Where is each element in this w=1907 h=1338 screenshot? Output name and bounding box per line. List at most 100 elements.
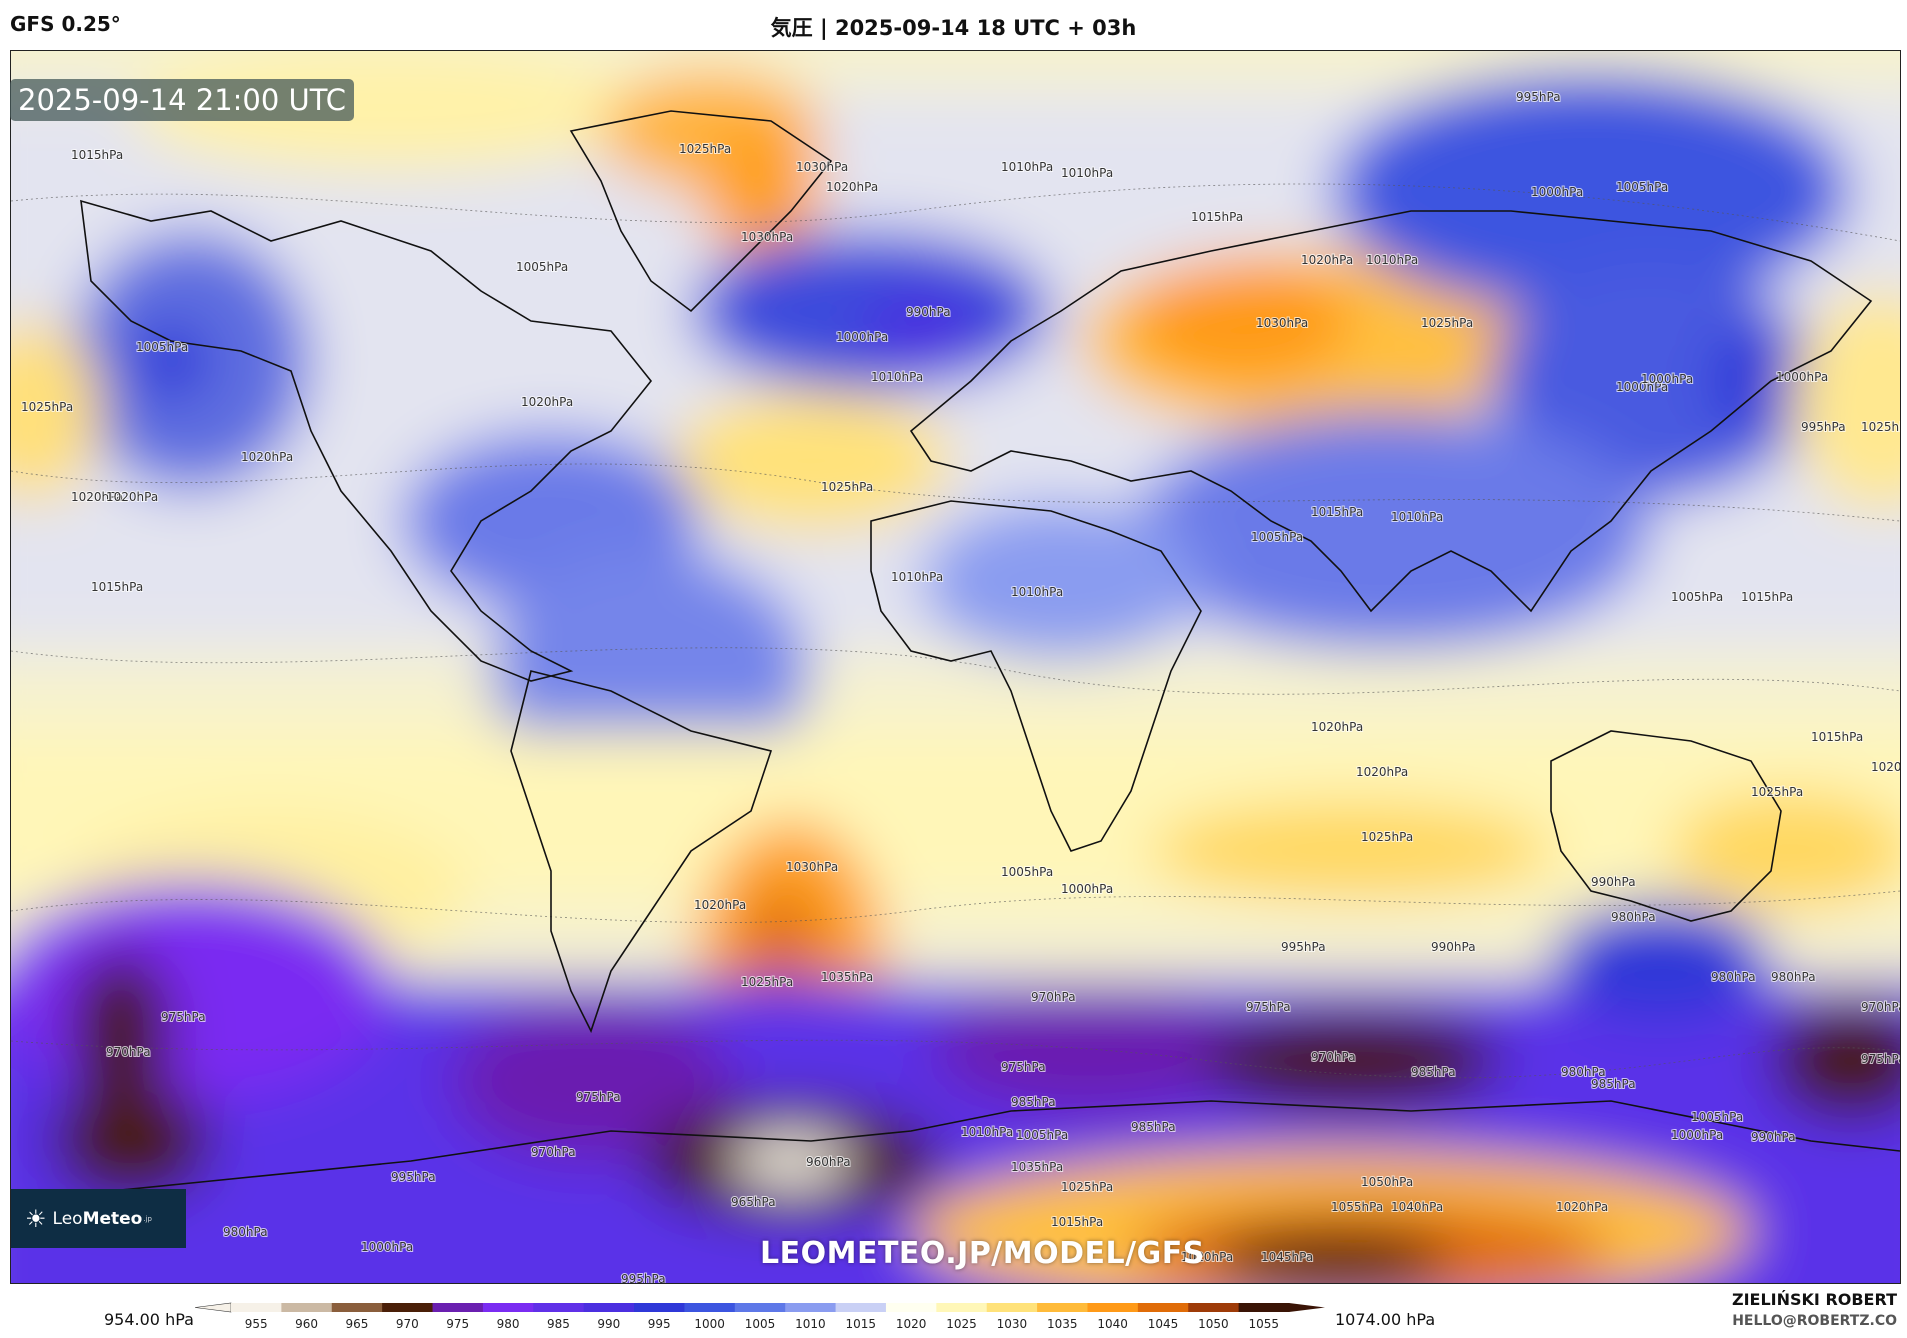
pressure-label: 990hPa (1431, 940, 1476, 954)
pressure-label: 1025hPa (1861, 420, 1900, 434)
pressure-label: 1040hPa (1391, 1200, 1443, 1214)
colorbar-low-arrow (195, 1302, 232, 1313)
colorbar-segment (634, 1303, 685, 1312)
pressure-label: 1010hPa (961, 1125, 1013, 1139)
sun-icon: ☀ (25, 1204, 47, 1233)
pressure-label: 970hPa (1311, 1050, 1356, 1064)
pressure-label: 1005hPa (1251, 530, 1303, 544)
pressure-label: 1000hPa (1641, 372, 1693, 386)
pressure-label: 995hPa (1516, 90, 1561, 104)
colorbar-tick-label: 1020 (896, 1317, 927, 1331)
pressure-label: 1055hPa (1331, 1200, 1383, 1214)
colorbar-tick-label: 985 (547, 1317, 570, 1331)
pressure-label: 1015hPa (1741, 590, 1793, 604)
pressure-label: 990hPa (1591, 875, 1636, 889)
colorbar-tick-label: 960 (295, 1317, 318, 1331)
isobar-lines (11, 183, 1900, 1079)
colorbar-segment (785, 1303, 837, 1312)
colorbar-segment (684, 1303, 736, 1312)
pressure-labels: 1015hPa 1025hPa 1030hPa 1020hPa 1030hPa 1010h… (20, 89, 1900, 1283)
pressure-label: 1005hPa (136, 340, 188, 354)
pressure-label: 975hPa (1246, 1000, 1291, 1014)
colorbar-segment (382, 1303, 434, 1312)
pressure-label: 1000hPa (1061, 882, 1113, 896)
colorbar-segment (986, 1303, 1038, 1312)
pressure-label: 1010hPa (1391, 510, 1443, 524)
pressure-label: 975hPa (1861, 1052, 1900, 1066)
pressure-label: 985hPa (1411, 1065, 1456, 1079)
pressure-label: 980hPa (1711, 970, 1756, 984)
pressure-label: 1020hPa (241, 450, 293, 464)
pressure-label: 1020hPa (1311, 720, 1363, 734)
pressure-map[interactable]: 1015hPa 1025hPa 1030hPa 1020hPa 1030hPa 1010h… (10, 50, 1901, 1284)
pressure-label: 970hPa (1031, 990, 1076, 1004)
pressure-label: 1010hPa (871, 370, 923, 384)
colorbar-segment (885, 1303, 937, 1312)
colorbar-segment (1188, 1303, 1240, 1312)
pressure-label: 985hPa (1591, 1077, 1636, 1091)
pressure-label: 975hPa (161, 1010, 206, 1024)
valid-time-badge: 2025-09-14 21:00 UTC (10, 79, 355, 121)
model-name: GFS 0.25° (10, 12, 121, 36)
pressure-label: 1020hPa (71, 490, 123, 504)
colorbar-segment (281, 1303, 333, 1312)
coastlines (11, 110, 1900, 1202)
colorbar-tick-label: 990 (597, 1317, 620, 1331)
pressure-label: 1000hPa (1531, 185, 1583, 199)
pressure-label: 1020hPa (694, 898, 746, 912)
pressure-label: 1020hPa (1871, 760, 1900, 774)
colorbar-tick-label: 1025 (946, 1317, 977, 1331)
pressure-label: 1020hPa (1556, 1200, 1608, 1214)
pressure-label: 1015hPa (1311, 505, 1363, 519)
pressure-label: 990hPa (906, 305, 951, 319)
pressure-label: 960hPa (806, 1155, 851, 1169)
colorbar-tick-label: 955 (245, 1317, 268, 1331)
pressure-label: 1000hPa (1671, 1128, 1723, 1142)
pressure-colorbar: 955 960 965 970 975 980 985 990 995 1000 1005 1010 1… (195, 1302, 1325, 1331)
logo-text-bold: Meteo (82, 1208, 143, 1229)
pressure-label: 1000hPa (836, 330, 888, 344)
source-watermark: LEOMETEO.JP/MODEL/GFS (760, 1236, 1205, 1271)
pressure-label: 975hPa (1001, 1060, 1046, 1074)
pressure-field: 1015hPa 1025hPa 1030hPa 1020hPa 1030hPa 1010h… (11, 51, 1900, 1283)
pressure-label: 1025hPa (21, 400, 73, 414)
pressure-label: 995hPa (391, 1170, 436, 1184)
colorbar-tick-label: 1055 (1249, 1317, 1280, 1331)
pressure-label: 970hPa (531, 1145, 576, 1159)
pressure-label: 1025hPa (1061, 1180, 1113, 1194)
colorbar-segment (936, 1303, 988, 1312)
colorbar-segment (482, 1303, 534, 1312)
pressure-label: 1020hPa (1181, 1250, 1233, 1264)
pressure-label: 975hPa (576, 1090, 621, 1104)
colorbar-tick-label: 995 (648, 1317, 671, 1331)
pressure-label: 1020hPa (521, 395, 573, 409)
colorbar-tick-label: 965 (345, 1317, 368, 1331)
colorbar-tick-label: 1010 (795, 1317, 826, 1331)
pressure-label: 1030hPa (741, 230, 793, 244)
colorbar-segment (835, 1303, 887, 1312)
logo-suffix: .jp (143, 1214, 152, 1223)
pressure-label: 980hPa (1561, 1065, 1606, 1079)
pressure-label: 1005hPa (1001, 865, 1053, 879)
pressure-label: 1015hPa (1811, 730, 1863, 744)
credit-name: ZIELIŃSKI ROBERT (1731, 1290, 1897, 1309)
pressure-label: 985hPa (1011, 1095, 1056, 1109)
pressure-label: 1050hPa (1361, 1175, 1413, 1189)
colorbar-tick-label: 975 (446, 1317, 469, 1331)
pressure-label: 1025hPa (741, 975, 793, 989)
logo-text-light: Leo (52, 1208, 83, 1229)
colorbar-segment (1137, 1303, 1189, 1312)
pressure-label: 970hPa (106, 1045, 151, 1059)
colorbar-segment (1037, 1303, 1088, 1312)
credit-email[interactable]: HELLO@ROBERTZ.CO (1732, 1313, 1897, 1329)
pressure-label: 965hPa (731, 1195, 776, 1209)
colorbar-segment (231, 1303, 282, 1312)
leometeo-logo[interactable]: ☀ Leo Meteo .jp (11, 1189, 186, 1248)
colorbar-min-label: 954.00 hPa (104, 1310, 194, 1329)
pressure-label: 1020hPa (826, 180, 878, 194)
colorbar-tick-label: 1030 (997, 1317, 1028, 1331)
colorbar-segment (432, 1303, 484, 1312)
colorbar-tick-label: 980 (497, 1317, 520, 1331)
pressure-label: 1010hPa (1001, 160, 1053, 174)
pressure-label: 1005hPa (516, 260, 568, 274)
